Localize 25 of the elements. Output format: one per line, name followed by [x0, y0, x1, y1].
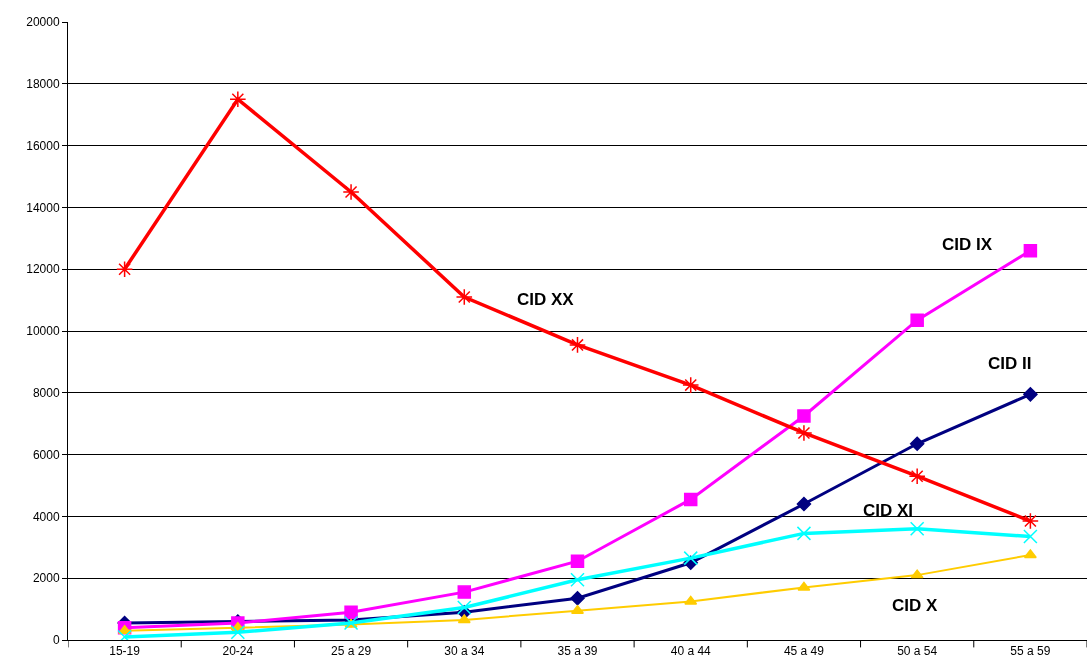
y-tick-label: 16000 — [26, 138, 60, 153]
x-tick-label: 40 a 44 — [670, 644, 712, 659]
y-tick-label: 4000 — [32, 509, 60, 524]
y-tick-label: 8000 — [32, 386, 60, 400]
series-label: CID XX — [517, 290, 575, 309]
x-tick-label: 25 a 29 — [331, 644, 372, 659]
x-tick-label: 35 a 39 — [557, 644, 598, 659]
x-tick-label: 15-19 — [109, 644, 141, 659]
x-tick-label: 55 a 59 — [1010, 644, 1051, 659]
y-tick-label: 18000 — [26, 77, 60, 91]
y-tick-label: 10000 — [26, 324, 60, 339]
x-tick-label: 30 a 34 — [444, 644, 485, 659]
y-tick-label: 0 — [52, 633, 60, 648]
x-tick-label: 20-24 — [222, 644, 254, 659]
series-label: CID X — [892, 596, 938, 615]
y-tick-label: 6000 — [32, 447, 60, 462]
series-label: CID IX — [942, 235, 993, 254]
y-tick-label: 2000 — [32, 571, 60, 586]
y-tick-label: 20000 — [26, 15, 60, 30]
x-tick-label: 45 a 49 — [783, 644, 825, 659]
series-label: CID XI — [863, 501, 914, 520]
y-tick-label: 12000 — [26, 262, 60, 277]
series-label: CID II — [988, 354, 1032, 373]
x-tick-label: 50 a 54 — [897, 644, 938, 659]
y-tick-label: 14000 — [26, 200, 60, 215]
